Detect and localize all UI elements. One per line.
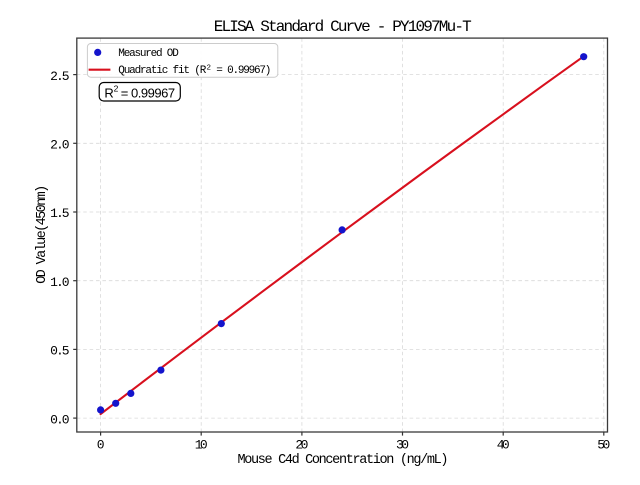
svg-text:Measured OD: Measured OD <box>118 48 179 60</box>
svg-text:30: 30 <box>396 437 409 452</box>
svg-text:1.0: 1.0 <box>50 275 70 290</box>
svg-text:= 0.99967): = 0.99967) <box>211 65 272 77</box>
svg-text:0.5: 0.5 <box>50 344 70 359</box>
svg-text:R: R <box>104 85 113 100</box>
svg-text:Quadratic fit (R: Quadratic fit (R <box>118 65 206 77</box>
svg-text:2: 2 <box>207 65 212 73</box>
svg-text:= 0.99967: = 0.99967 <box>118 85 176 100</box>
svg-text:2: 2 <box>114 84 119 94</box>
svg-text:40: 40 <box>497 437 510 452</box>
svg-text:ELISA Standard Curve - PY1097M: ELISA Standard Curve - PY1097Mu-T <box>214 18 472 36</box>
svg-text:2.0: 2.0 <box>50 138 70 153</box>
svg-text:50: 50 <box>597 437 610 452</box>
svg-text:1.5: 1.5 <box>50 206 70 221</box>
svg-text:0: 0 <box>97 437 105 452</box>
svg-text:10: 10 <box>195 437 208 452</box>
svg-text:Mouse C4d Concentration (ng/mL: Mouse C4d Concentration (ng/mL) <box>238 453 449 468</box>
svg-text:0.0: 0.0 <box>50 412 70 427</box>
svg-text:OD Value(450nm): OD Value(450nm) <box>35 185 50 284</box>
svg-text:20: 20 <box>295 437 308 452</box>
svg-text:2.5: 2.5 <box>50 69 70 84</box>
